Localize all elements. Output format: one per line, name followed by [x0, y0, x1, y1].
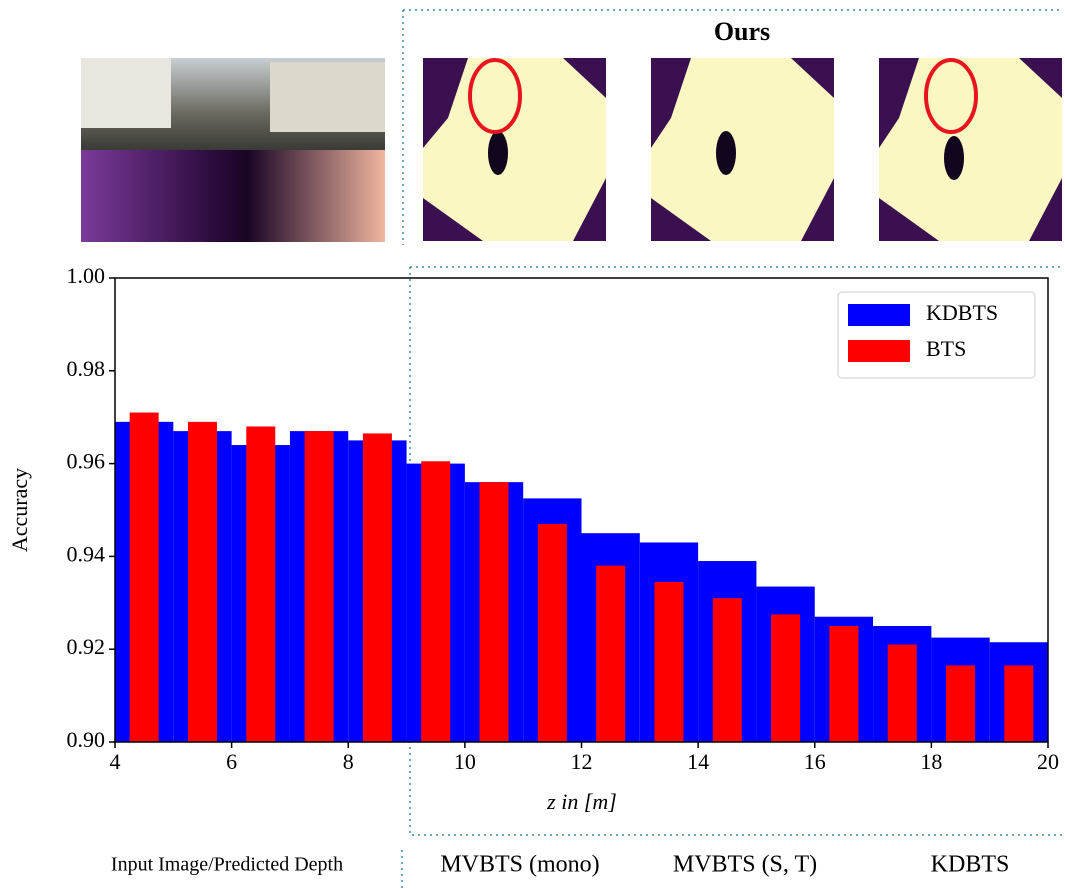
bar [888, 645, 917, 742]
legend-label: KDBTS [926, 300, 998, 325]
caption: MVBTS (mono) [440, 852, 599, 878]
x-axis-label: z in [m] [546, 789, 617, 814]
bar [829, 626, 858, 742]
x-tick-label: 20 [1037, 749, 1059, 774]
y-tick-label: 0.96 [67, 449, 106, 474]
x-tick-label: 14 [687, 749, 709, 774]
legend-label: BTS [926, 336, 966, 361]
bar [130, 413, 159, 742]
x-tick-label: 18 [920, 749, 942, 774]
bar [713, 598, 742, 742]
bar [596, 566, 625, 742]
bar [305, 431, 334, 742]
bar [363, 433, 392, 742]
plot: 0.90 0.92 0.94 0.96 0.98 1.00 4 6 8 10 12 14 16 18 20 K… [67, 263, 1060, 774]
bar [188, 422, 217, 742]
legend-swatch [848, 304, 910, 326]
y-tick-label: 0.92 [67, 634, 106, 659]
bar [1004, 665, 1033, 742]
figure: Ours Input Image/Predicted Depth MVBTS (… [0, 0, 1065, 889]
y-tick-label: 0.90 [67, 727, 106, 752]
bar [421, 461, 450, 742]
x-tick-label: 10 [454, 749, 476, 774]
legend: KDBTS BTS [838, 292, 1035, 378]
x-tick-label: 12 [571, 749, 593, 774]
bar [480, 482, 509, 742]
x-tick-label: 6 [226, 749, 237, 774]
bar [538, 524, 567, 742]
bar [246, 426, 275, 742]
caption: MVBTS (S, T) [673, 852, 817, 878]
bar [654, 582, 683, 742]
x-tick-label: 8 [343, 749, 354, 774]
caption: Input Image/Predicted Depth [111, 854, 343, 876]
y-tick-label: 1.00 [67, 263, 106, 288]
y-tick-label: 0.98 [67, 356, 106, 381]
x-tick-label: 16 [804, 749, 826, 774]
y-axis-label: Accuracy [7, 468, 32, 552]
ours-label: Ours [714, 17, 770, 46]
y-tick-label: 0.94 [67, 541, 106, 566]
bar [946, 665, 975, 742]
x-tick-label: 4 [110, 749, 121, 774]
input-images [81, 58, 385, 242]
caption: KDBTS [931, 852, 1010, 878]
heatmaps [423, 58, 1062, 241]
legend-swatch [848, 340, 910, 362]
bar [771, 614, 800, 742]
